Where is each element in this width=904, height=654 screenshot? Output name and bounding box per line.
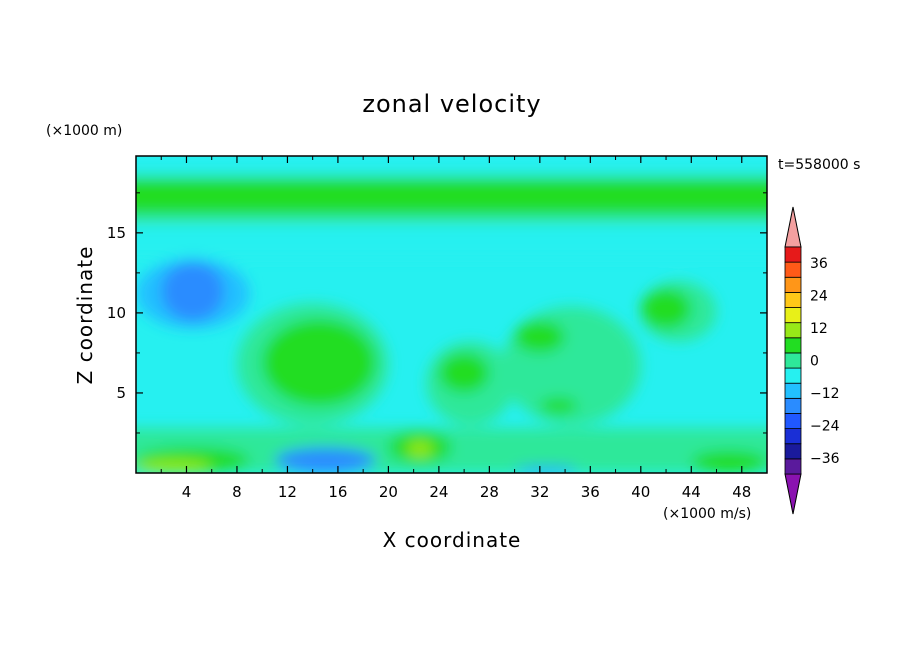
contour-region xyxy=(136,223,767,259)
colorbar-segment xyxy=(784,337,802,354)
contour-region xyxy=(514,320,566,353)
colorbar-unit-label: (×1000 m/s) xyxy=(663,506,751,522)
colorbar-segment xyxy=(784,382,802,399)
y-tick-label: 5 xyxy=(116,384,126,402)
colorbar-tick-label: −12 xyxy=(810,386,840,402)
x-tick-label: 8 xyxy=(232,483,242,501)
x-tick-label: 12 xyxy=(278,483,297,501)
x-tick-label: 48 xyxy=(732,483,751,501)
contour-region xyxy=(514,466,578,473)
x-tick-label: 28 xyxy=(480,483,499,501)
colorbar-segment xyxy=(784,307,802,324)
colorbar-segment xyxy=(784,352,802,369)
contour-region xyxy=(438,352,490,393)
colorbar: 36 24 12 0 −12 −24 −36 xyxy=(784,206,840,515)
colorbar-segment xyxy=(784,458,802,475)
y-tick-label: 15 xyxy=(107,224,126,242)
contour-region xyxy=(262,319,376,406)
colorbar-segment xyxy=(784,291,802,308)
x-tick-label: 4 xyxy=(182,483,192,501)
colorbar-segment xyxy=(784,443,802,460)
x-tick-label: 24 xyxy=(429,483,448,501)
contour-region xyxy=(274,447,376,473)
contour-field xyxy=(136,156,767,473)
colorbar-tick-label: 12 xyxy=(810,321,828,337)
colorbar-over-arrow xyxy=(784,206,802,248)
contour-region xyxy=(136,178,767,214)
colorbar-segment xyxy=(784,413,802,430)
colorbar-segment xyxy=(784,367,802,384)
contour-region xyxy=(136,460,212,473)
x-tick-label: 44 xyxy=(682,483,701,501)
colorbar-segment xyxy=(784,397,802,414)
contour-region xyxy=(136,156,767,176)
colorbar-segment xyxy=(784,428,802,445)
plot-frame xyxy=(135,155,768,474)
colorbar-under-arrow xyxy=(784,473,802,515)
x-tick-label: 40 xyxy=(631,483,650,501)
colorbar-tick-label: 0 xyxy=(810,354,819,370)
colorbar-segment xyxy=(784,322,802,339)
y-tick-label: 10 xyxy=(107,304,126,322)
chart-title: zonal velocity xyxy=(362,90,541,118)
colorbar-tick-label: 24 xyxy=(810,289,828,305)
colorbar-segment xyxy=(784,261,802,278)
contour-region xyxy=(161,261,225,321)
y-axis: 5 10 15 xyxy=(107,192,767,434)
x-tick-label: 36 xyxy=(581,483,600,501)
y-unit-label: (×1000 m) xyxy=(46,123,122,139)
x-tick-label: 32 xyxy=(530,483,549,501)
contour-region xyxy=(640,288,692,329)
x-axis: 4 8 12 16 20 24 28 32 36 40 44 48 xyxy=(160,156,751,501)
colorbar-segment xyxy=(784,246,802,263)
contour-region xyxy=(539,397,578,414)
x-tick-label: 16 xyxy=(328,483,347,501)
colorbar-segment xyxy=(784,276,802,293)
colorbar-tick-label: −24 xyxy=(810,418,840,434)
x-tick-label: 20 xyxy=(379,483,398,501)
colorbar-tick-label: 36 xyxy=(810,256,828,272)
x-axis-label: X coordinate xyxy=(383,528,522,552)
time-label: t=558000 s xyxy=(778,157,860,173)
contour-region xyxy=(407,440,433,457)
y-axis-label: Z coordinate xyxy=(73,246,97,385)
contour-region xyxy=(691,450,767,473)
colorbar-tick-label: −36 xyxy=(810,451,840,467)
